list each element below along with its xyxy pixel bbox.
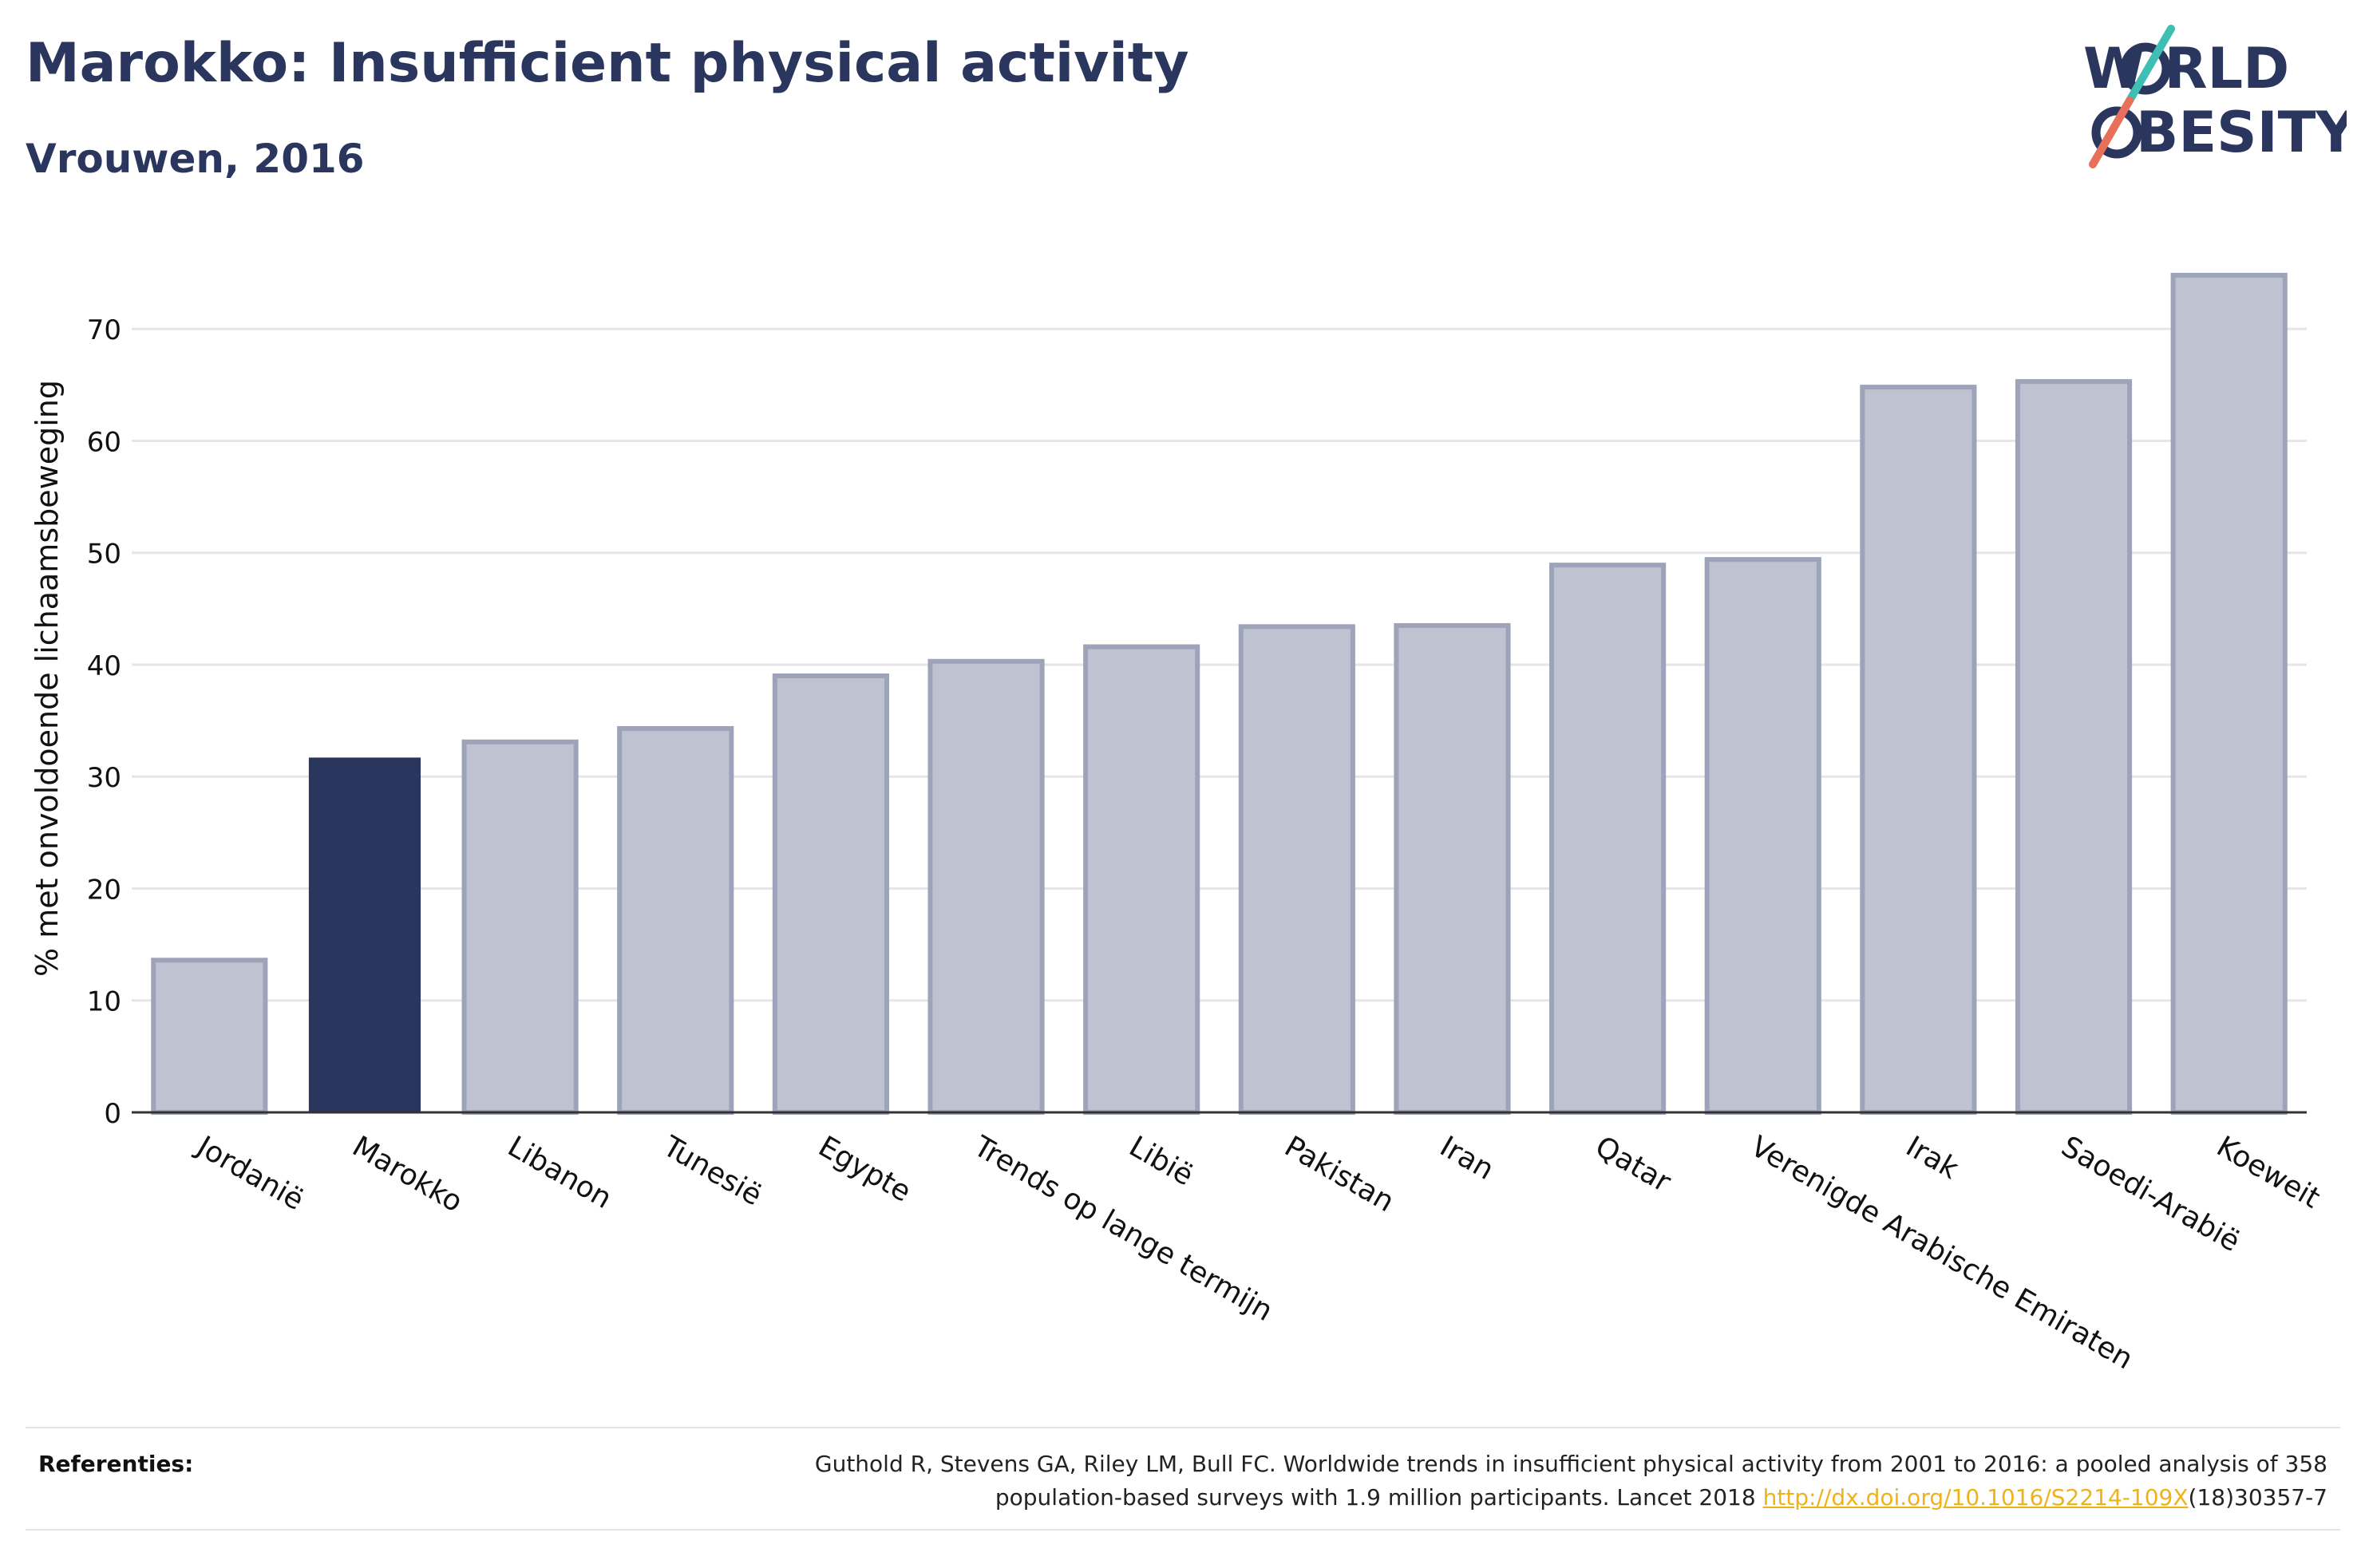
- bar-irak: [1860, 385, 1977, 1115]
- world-obesity-logo: W RLD BESITY: [2083, 25, 2347, 168]
- references-text: Guthold R, Stevens GA, Riley LM, Bull FC…: [532, 1448, 2327, 1515]
- reference-line-1: Guthold R, Stevens GA, Riley LM, Bull FC…: [814, 1451, 2327, 1477]
- page-title: Marokko: Insufficient physical activity: [26, 32, 1189, 95]
- y-tick-label: 50: [87, 539, 121, 571]
- y-tick-label: 10: [87, 986, 121, 1018]
- doi-link[interactable]: http://dx.doi.org/10.1016/S2214-109X: [1762, 1484, 2189, 1511]
- gridlines: [132, 327, 2307, 1002]
- bar-saoedi-arabi: [2015, 379, 2133, 1115]
- logo-o-bottom: [2091, 106, 2142, 159]
- bars: [151, 272, 2288, 1116]
- bar-koeweit: [2170, 272, 2288, 1115]
- bar-egypte: [772, 673, 889, 1115]
- x-tick-label: Libië: [1124, 1130, 1199, 1192]
- x-tick-label: Irak: [1900, 1130, 1964, 1186]
- x-tick-label: Qatar: [1590, 1130, 1676, 1199]
- x-tick-label: Egypte: [813, 1130, 916, 1209]
- references: Referenties: Guthold R, Stevens GA, Rile…: [26, 1427, 2340, 1530]
- logo-line-world: W RLD: [2083, 36, 2289, 101]
- bar-pakistan: [1238, 624, 1355, 1115]
- x-tick-label: Libanon: [502, 1130, 617, 1215]
- y-axis-label: % met onvoldoende lichaamsbeweging: [30, 380, 65, 977]
- x-tick-label: Iran: [1434, 1130, 1499, 1187]
- bar-libanon: [461, 739, 579, 1115]
- bar-jordani: [151, 958, 268, 1116]
- x-tick-label: Koeweit: [2211, 1130, 2325, 1215]
- bar-tunesi: [617, 725, 734, 1116]
- bar-iran: [1394, 622, 1511, 1115]
- x-tick-label: Tunesië: [657, 1130, 767, 1213]
- y-tick-label: 30: [87, 762, 121, 794]
- bar-trends-op-lange-termijn: [927, 658, 1045, 1115]
- page-subtitle: Vrouwen, 2016: [26, 136, 365, 182]
- y-tick-label: 20: [87, 874, 121, 906]
- logo-o-top: [2120, 42, 2171, 95]
- y-tick-labels: 0 10 20 30 40 50 60 70: [87, 314, 121, 1130]
- x-tick-label: Jordanië: [190, 1129, 309, 1217]
- x-tick-label: Marokko: [346, 1130, 468, 1218]
- reference-line-2: population-based surveys with 1.9 millio…: [995, 1484, 1763, 1511]
- y-tick-label: 70: [87, 314, 121, 346]
- reference-line-2-end: (18)30357-7: [2188, 1484, 2327, 1511]
- x-tick-label: Pakistan: [1279, 1130, 1399, 1218]
- logo-slash-bottom: [2089, 97, 2134, 168]
- bar-verenigde-arabische-emiraten: [1704, 557, 1821, 1115]
- references-label: Referenties:: [38, 1451, 194, 1477]
- x-tick-labels: Jordanië Marokko Libanon Tunesië Egypte Trend…: [190, 1129, 2325, 1376]
- x-tick-label: Trends op lange termijn: [967, 1130, 1278, 1328]
- logo-slash-top: [2126, 25, 2175, 105]
- y-tick-label: 0: [104, 1098, 121, 1130]
- bar-libi: [1083, 644, 1200, 1115]
- y-tick-label: 40: [87, 650, 121, 682]
- bar-chart: 0 10 20 30 40 50 60 70 Jordanië Marokko Libanon Tu…: [30, 272, 2325, 1376]
- bar-marokko: [308, 757, 421, 1112]
- bar-qatar: [1549, 563, 1667, 1115]
- logo-line-obesity: BESITY: [2136, 100, 2347, 165]
- y-tick-label: 60: [87, 426, 121, 458]
